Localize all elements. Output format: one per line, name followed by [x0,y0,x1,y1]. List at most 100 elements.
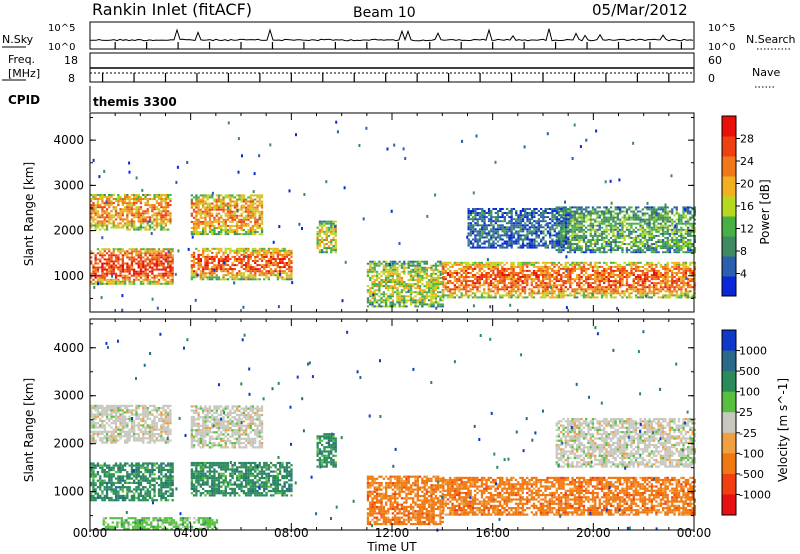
range-cell [103,194,106,196]
range-cell [217,268,221,271]
range-cell [671,220,674,223]
range-cell [247,206,250,209]
range-cell [238,220,241,223]
range-cell [224,224,227,227]
range-cell [603,276,606,278]
range-cell [566,228,570,231]
range-cell [130,202,134,205]
range-cell [142,262,145,265]
range-cell [677,278,681,281]
range-cell [519,288,522,291]
range-cell [639,290,642,293]
range-cell [103,216,106,219]
range-cell [544,294,547,297]
range-cell [632,272,635,274]
range-cell [222,251,225,254]
range-cell [330,247,333,250]
range-cell [485,278,488,281]
range-cell [112,268,115,271]
range-cell [539,282,542,285]
range-cell [137,228,140,231]
range-cell [160,218,163,221]
range-cell [596,224,599,227]
range-cell [133,204,136,207]
range-cell [117,194,120,196]
range-cell [169,204,172,207]
range-cell [469,265,472,268]
range-cell [587,206,590,209]
range-cell [124,282,127,285]
range-cell [382,285,385,288]
range-cell [394,279,397,281]
range-cell [128,268,131,271]
range-cell [659,288,663,291]
range-cell [119,200,122,203]
range-cell [571,212,574,215]
range-cell [217,260,221,262]
range-cell [465,261,468,264]
range-cell [508,294,511,297]
range-cell [526,263,529,266]
range-cell [469,288,472,291]
range-cell [562,265,565,268]
range-cell [553,261,556,264]
range-cell [416,260,419,263]
range-cell [233,202,236,205]
range-cell [650,210,653,213]
range-cell [164,260,167,263]
range-cell [648,286,651,289]
range-cell [155,196,158,198]
range-cell [521,282,524,285]
range-cell [398,303,401,306]
range-cell [240,200,243,203]
range-cell [655,251,658,254]
range-cell [548,284,552,287]
range-cell [164,248,167,251]
range-cell [609,222,613,225]
range-cell [662,247,665,250]
range-cell [598,228,601,231]
range-cell [380,293,383,296]
range-cell [535,278,538,281]
range-cell [142,218,145,221]
range-cell [162,266,165,269]
range-cell [687,265,690,268]
range-cell [499,278,502,281]
range-cell [476,265,479,268]
range-cell [571,282,574,285]
range-cell [582,274,586,276]
range-cell [157,250,161,253]
range-cell [265,274,268,277]
range-cell [269,258,273,260]
range-cell [478,278,481,281]
range-cell [673,241,676,243]
range-cell [220,214,223,217]
range-cell [489,290,493,293]
range-cell [598,226,601,229]
range-cell [478,284,481,287]
range-cell [110,210,113,213]
range-cell [517,261,520,264]
range-cell [659,206,663,209]
range-cell [594,290,597,293]
range-cell [551,294,554,297]
freq-right-tick-bottom: 0 [708,72,715,85]
range-cell [666,269,669,272]
range-cell [637,234,640,237]
range-cell [171,280,174,283]
range-cell [425,297,428,300]
range-cell [569,269,572,272]
range-cell [439,305,442,308]
range-cell [666,214,669,217]
range-cell [666,228,669,231]
range-cell [167,194,170,196]
range-cell [564,276,567,278]
range-cell [281,266,284,269]
range-cell [476,286,479,289]
range-cell [105,214,109,217]
range-cell [155,258,158,261]
range-cell [653,282,656,285]
range-cell [546,286,549,289]
range-cell [501,276,504,278]
range-cell [124,208,127,211]
